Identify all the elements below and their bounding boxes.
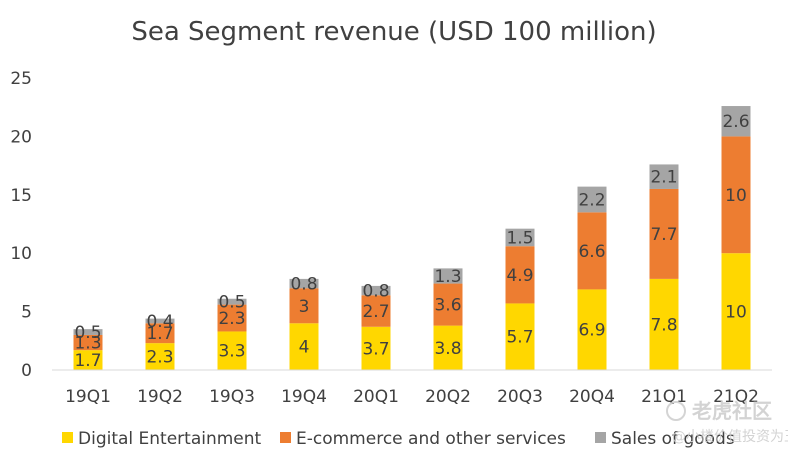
data-label: 3.3 [218,342,245,362]
data-label: 1.7 [74,351,101,371]
watermark-logo-icon [666,401,686,421]
data-label: 0.8 [290,275,317,295]
data-label: 0.4 [146,312,173,332]
data-label: 1.7 [146,324,173,344]
data-label: 1.3 [434,267,461,287]
chart-title: Sea Segment revenue (USD 100 million) [131,17,656,47]
legend-label: Digital Entertainment [78,429,262,449]
bar-segment [577,186,607,213]
data-label: 2.6 [722,112,749,132]
bar-segment [289,323,319,370]
data-label: 7.7 [650,225,677,245]
data-label: 1.5 [506,228,533,248]
x-tick-label: 20Q4 [569,387,615,407]
y-tick-label: 5 [21,303,32,323]
data-label: 7.8 [650,315,677,335]
data-label: 4.9 [506,266,533,286]
data-label: 0.8 [362,282,389,302]
y-tick-label: 25 [10,69,32,89]
bar-segment [433,325,463,370]
x-tick-label: 21Q2 [713,387,759,407]
bars: 1.71.30.52.31.70.43.32.30.5430.83.72.70.… [73,106,751,371]
legend-label: Sales of goods [611,429,735,449]
bar-segment [145,323,175,344]
x-axis: 19Q1 19Q2 19Q3 19Q4 20Q1 20Q2 20Q3 20Q4 21Q1 21Q2 [65,387,759,407]
y-tick-label: 10 [10,244,32,264]
data-label: 4 [299,338,310,358]
y-tick-label: 15 [10,186,32,206]
y-tick-label: 20 [10,127,32,147]
bar-segment [505,303,535,370]
data-label: 1.3 [74,334,101,354]
x-tick-label: 19Q1 [65,387,111,407]
data-label: 3.7 [362,339,389,359]
data-label: 10 [725,186,747,206]
bar-segment [289,278,319,289]
data-label: 2.1 [650,168,677,188]
x-tick-label: 19Q4 [281,387,327,407]
bar-segment [721,136,751,254]
x-tick-label: 19Q3 [209,387,255,407]
bar-segment [505,228,535,247]
bar-segment [217,304,247,332]
data-label: 3 [299,297,310,317]
bar-segment [217,331,247,370]
bar-segment [289,288,319,324]
watermark-logo-text: 老虎社区 [692,399,772,423]
bar-segment [361,326,391,370]
x-tick-label: 20Q2 [425,387,471,407]
bar-segment [145,318,175,324]
bar-segment [73,350,103,370]
bar-segment [433,268,463,284]
bar-segment [721,106,751,137]
y-axis: 0 5 10 15 20 25 [10,69,32,381]
legend-swatch [62,432,73,443]
data-label: 5.7 [506,328,533,348]
bar-segment [433,283,463,326]
data-label: 2.2 [578,190,605,210]
data-label: 2.3 [218,309,245,329]
legend: Digital Entertainment E-commerce and othe… [62,429,735,449]
bar-segment [361,285,391,296]
data-label: 2.7 [362,302,389,322]
bar-segment [649,278,679,370]
bar-segment [721,253,751,370]
legend-swatch [595,432,606,443]
bar-segment [505,246,535,304]
data-label: 2.3 [146,348,173,368]
x-tick-label: 20Q3 [497,387,543,407]
legend-swatch [280,432,291,443]
y-tick-label: 0 [21,361,32,381]
data-label: 0.5 [74,323,101,343]
data-label: 3.6 [434,296,461,316]
bar-segment [361,295,391,327]
data-label: 6.6 [578,242,605,262]
data-label: 0.5 [218,293,245,313]
watermark-sub-text: @小楼价值投资为王 [672,429,788,445]
bar-segment [217,298,247,305]
x-tick-label: 20Q1 [353,387,399,407]
bar-segment [577,212,607,290]
x-tick-label: 19Q2 [137,387,183,407]
bar-segment [73,334,103,351]
data-label: 10 [725,303,747,323]
data-label: 3.8 [434,339,461,359]
bar-segment [577,289,607,370]
legend-label: E-commerce and other services [296,429,566,449]
bar-segment [649,164,679,189]
data-label: 6.9 [578,321,605,341]
bar-segment [145,343,175,370]
watermark: 老虎社区 @小楼价值投资为王 [666,399,788,445]
bar-segment [73,329,103,335]
bar-segment [649,188,679,279]
